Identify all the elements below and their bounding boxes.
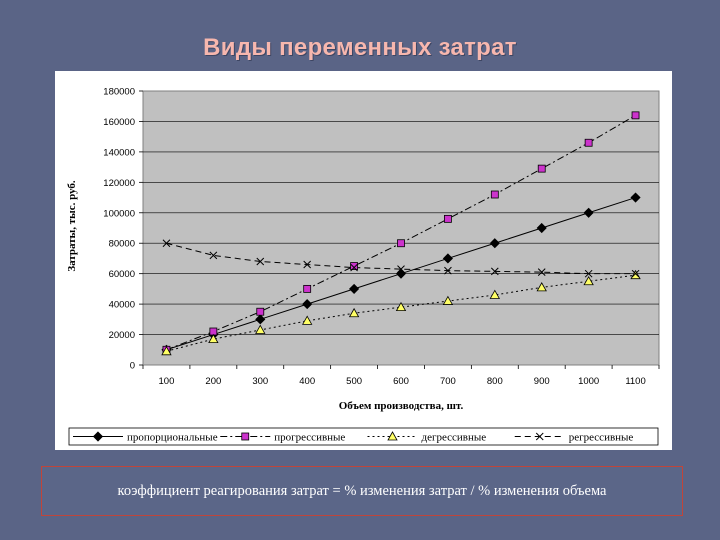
x-tick-label: 1100 [625,376,645,387]
legend-marker-1 [92,431,104,442]
series-3-point [395,301,407,312]
series-2-point [537,164,546,173]
series-4-point [537,268,546,276]
series-3-point [489,289,501,299]
series-2-point [631,111,640,120]
y-tick-label: 60000 [109,269,135,280]
legend-label-2: прогрессивные [274,432,345,444]
series-1-point [583,207,594,218]
series-2-point [397,239,405,248]
series-4-point [303,260,312,269]
plot-area [142,90,660,366]
x-tick-label: 900 [534,376,550,387]
formula-box: коэффициент реагирования затрат = % изме… [41,466,683,516]
series-1-point [442,253,453,264]
y-tick-label: 0 [130,361,135,372]
legend-label-4: регрессивные [569,432,634,444]
series-line-3 [166,274,636,352]
x-tick-label: 500 [346,376,362,387]
series-2-point [350,262,358,270]
series-1-point [536,222,547,234]
series-2-point [490,190,499,199]
x-tick-label: 300 [252,376,268,387]
series-1-point [630,192,641,203]
series-1-point [302,299,313,310]
y-tick-label: 20000 [109,330,135,341]
legend-label-1: пропорциональные [127,432,218,444]
x-axis-title: Объем производства, шт. [339,400,464,412]
x-tick-label: 800 [487,376,503,387]
chart-panel: 0 20000 40000 60000 80000 100000 120000 140000 1… [55,71,672,450]
x-tick-label: 400 [299,376,315,387]
y-tick-label: 40000 [109,300,135,311]
y-tick-label: 180000 [103,87,135,98]
y-tick-label: 160000 [103,117,135,128]
legend-marker-3 [387,431,398,441]
series-3-point [442,295,454,305]
series-4-point [350,263,358,272]
series-3-point [255,324,266,334]
series-line-4 [166,242,636,275]
series-4-point [397,265,405,273]
x-tick-label: 700 [440,376,456,387]
series-3-point [208,333,219,344]
series-4-point [444,266,452,275]
series-4-point [631,269,640,278]
formula-text: коэффициент реагирования затрат = % изме… [117,482,607,499]
series-2-point [256,307,265,316]
series-2-point [444,214,452,223]
legend-marker-2 [241,432,250,441]
legend-marker-4 [535,432,544,441]
x-tick-label: 600 [393,376,409,387]
series-3-point [301,315,313,325]
series-4-point [256,257,265,266]
y-axis-title: Затраты, тыс. руб. [66,180,78,272]
y-tick-label: 100000 [103,208,135,219]
series-4-point [162,239,171,248]
x-tick-label: 200 [205,376,221,387]
legend-box [68,427,659,446]
series-1-point [255,314,266,325]
slide-title: Виды переменных затрат [203,34,517,61]
y-tick-label: 120000 [103,178,135,189]
line-chart: 0 20000 40000 60000 80000 100000 120000 140000 1… [66,87,660,446]
series-1-point [489,238,500,249]
series-3-point [583,275,594,286]
y-tick-label: 80000 [109,239,135,250]
series-3-point [161,345,172,356]
series-3-point [630,269,641,280]
series-4-point [209,251,218,260]
x-tick-label: 1000 [578,376,599,387]
series-3-point [536,282,547,292]
x-tick-label: 100 [159,376,175,387]
legend-label-3: дегрессивные [422,432,487,444]
series-2-point [303,284,312,293]
series-1-point [349,283,360,294]
series-4-point [584,269,593,278]
series-2-point [584,138,593,147]
series-4-point [490,267,499,276]
series-3-point [348,307,360,318]
y-tick-label: 140000 [103,147,135,158]
